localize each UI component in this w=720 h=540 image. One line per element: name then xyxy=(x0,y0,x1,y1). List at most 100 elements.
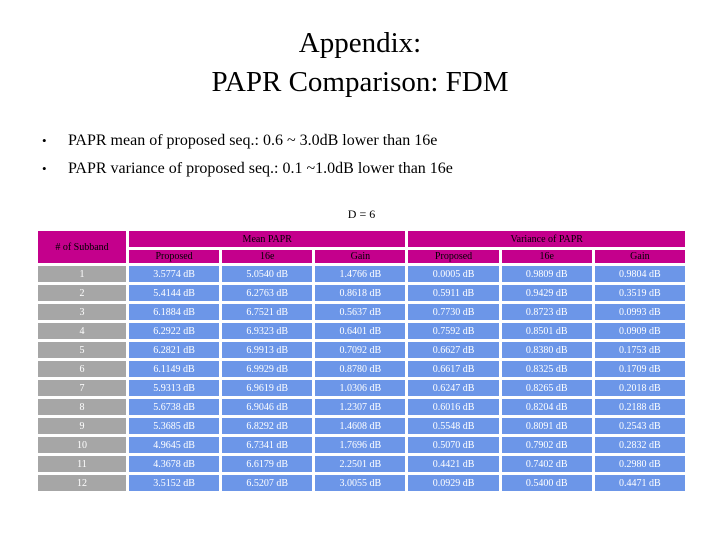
value-cell: 6.9619 dB xyxy=(222,380,313,396)
value-cell: 0.9804 dB xyxy=(594,266,685,282)
group-header-row: # of Subband Mean PAPR Variance of PAPR xyxy=(38,231,685,263)
table-body: 1 3.5774 dB 5.0540 dB 1.4766 dB 0.0005 dB 0.9… xyxy=(38,266,685,491)
value-cell: 6.7521 dB xyxy=(222,304,313,320)
value-cell: 1.2307 dB xyxy=(315,399,406,415)
value-cell: 0.1709 dB xyxy=(594,361,685,377)
value-cell: 0.6617 dB xyxy=(408,361,499,377)
bullet-text: PAPR variance of proposed seq.: 0.1 ~1.0… xyxy=(68,160,453,177)
value-cell: 0.7402 dB xyxy=(501,456,592,472)
value-cell: 3.5152 dB xyxy=(129,475,220,491)
value-cell: 6.9929 dB xyxy=(222,361,313,377)
value-cell: 1.7696 dB xyxy=(315,437,406,453)
value-cell: 0.8091 dB xyxy=(501,418,592,434)
sub-header-cell: Gain xyxy=(594,250,685,263)
value-cell: 0.7592 dB xyxy=(408,323,499,339)
subband-cell: 3 xyxy=(38,304,126,320)
value-cell: 0.7092 dB xyxy=(315,342,406,358)
page-title-line1: Appendix: xyxy=(298,27,422,59)
table-row: 3 6.1884 dB 6.7521 dB 0.5637 dB 0.7730 dB 0.8… xyxy=(38,304,685,320)
value-cell: 6.9046 dB xyxy=(222,399,313,415)
bullet-list: • PAPR mean of proposed seq.: 0.6 ~ 3.0dB… xyxy=(42,131,682,187)
value-cell: 6.2821 dB xyxy=(129,342,220,358)
value-cell: 6.7341 dB xyxy=(222,437,313,453)
value-cell: 6.6179 dB xyxy=(222,456,313,472)
value-cell: 0.8780 dB xyxy=(315,361,406,377)
value-cell: 1.0306 dB xyxy=(315,380,406,396)
subband-cell: 4 xyxy=(38,323,126,339)
bullet-item: • PAPR variance of proposed seq.: 0.1 ~1.… xyxy=(42,159,682,178)
page-title: Appendix: PAPR Comparison: FDM xyxy=(0,24,720,102)
value-cell: 0.2832 dB xyxy=(594,437,685,453)
value-cell: 0.1753 dB xyxy=(594,342,685,358)
subband-cell: 5 xyxy=(38,342,126,358)
page-title-line2: PAPR Comparison: FDM xyxy=(211,66,509,98)
table-row: 10 4.9645 dB 6.7341 dB 1.7696 dB 0.5070 dB 0.… xyxy=(38,437,685,453)
value-cell: 3.0055 dB xyxy=(315,475,406,491)
value-cell: 0.7730 dB xyxy=(408,304,499,320)
group-header-variance-papr: Variance of PAPR xyxy=(408,231,685,247)
value-cell: 0.4421 dB xyxy=(408,456,499,472)
value-cell: 0.0005 dB xyxy=(408,266,499,282)
value-cell: 0.5548 dB xyxy=(408,418,499,434)
subband-cell: 2 xyxy=(38,285,126,301)
value-cell: 6.5207 dB xyxy=(222,475,313,491)
table-row: 9 5.3685 dB 6.8292 dB 1.4608 dB 0.5548 dB 0.8… xyxy=(38,418,685,434)
value-cell: 0.8501 dB xyxy=(501,323,592,339)
subband-cell: 9 xyxy=(38,418,126,434)
table-caption: D = 6 xyxy=(347,207,376,221)
bullet-icon: • xyxy=(42,133,47,148)
value-cell: 0.8325 dB xyxy=(501,361,592,377)
table-row: 4 6.2922 dB 6.9323 dB 0.6401 dB 0.7592 dB 0.8… xyxy=(38,323,685,339)
value-cell: 0.8380 dB xyxy=(501,342,592,358)
table-row: 1 3.5774 dB 5.0540 dB 1.4766 dB 0.0005 dB 0.9… xyxy=(38,266,685,282)
value-cell: 0.8204 dB xyxy=(501,399,592,415)
value-cell: 4.3678 dB xyxy=(129,456,220,472)
value-cell: 5.6738 dB xyxy=(129,399,220,415)
bullet-item: • PAPR mean of proposed seq.: 0.6 ~ 3.0dB… xyxy=(42,131,682,150)
table-row: 2 5.4144 dB 6.2763 dB 0.8618 dB 0.5911 dB 0.9… xyxy=(38,285,685,301)
value-cell: 6.9913 dB xyxy=(222,342,313,358)
value-cell: 0.2980 dB xyxy=(594,456,685,472)
bullet-text: PAPR mean of proposed seq.: 0.6 ~ 3.0dB … xyxy=(68,132,438,149)
value-cell: 0.0909 dB xyxy=(594,323,685,339)
value-cell: 0.0993 dB xyxy=(594,304,685,320)
value-cell: 0.6016 dB xyxy=(408,399,499,415)
table-row: 5 6.2821 dB 6.9913 dB 0.7092 dB 0.6627 dB 0.8… xyxy=(38,342,685,358)
subband-cell: 8 xyxy=(38,399,126,415)
value-cell: 6.1884 dB xyxy=(129,304,220,320)
value-cell: 3.5774 dB xyxy=(129,266,220,282)
sub-header-cell: 16e xyxy=(501,250,592,263)
value-cell: 0.3519 dB xyxy=(594,285,685,301)
value-cell: 6.2922 dB xyxy=(129,323,220,339)
value-cell: 0.4471 dB xyxy=(594,475,685,491)
subband-cell: 10 xyxy=(38,437,126,453)
subband-cell: 1 xyxy=(38,266,126,282)
subband-cell: 12 xyxy=(38,475,126,491)
subband-cell: 6 xyxy=(38,361,126,377)
table-row: 8 5.6738 dB 6.9046 dB 1.2307 dB 0.6016 dB 0.8… xyxy=(38,399,685,415)
sub-header-cell: Proposed xyxy=(129,250,220,263)
sub-header-cell: Gain xyxy=(315,250,406,263)
value-cell: 6.9323 dB xyxy=(222,323,313,339)
subband-cell: 11 xyxy=(38,456,126,472)
value-cell: 5.4144 dB xyxy=(129,285,220,301)
table-row: 7 5.9313 dB 6.9619 dB 1.0306 dB 0.6247 dB 0.8… xyxy=(38,380,685,396)
value-cell: 0.8723 dB xyxy=(501,304,592,320)
value-cell: 2.2501 dB xyxy=(315,456,406,472)
sub-header-cell: Proposed xyxy=(408,250,499,263)
sub-header-cell: 16e xyxy=(222,250,313,263)
value-cell: 0.2018 dB xyxy=(594,380,685,396)
value-cell: 5.3685 dB xyxy=(129,418,220,434)
value-cell: 6.8292 dB xyxy=(222,418,313,434)
value-cell: 0.7902 dB xyxy=(501,437,592,453)
value-cell: 0.5637 dB xyxy=(315,304,406,320)
bullet-icon: • xyxy=(42,161,47,176)
value-cell: 0.9429 dB xyxy=(501,285,592,301)
value-cell: 0.5911 dB xyxy=(408,285,499,301)
value-cell: 0.6401 dB xyxy=(315,323,406,339)
papr-table: # of Subband Mean PAPR Variance of PAPR … xyxy=(35,228,688,494)
table-row: 11 4.3678 dB 6.6179 dB 2.2501 dB 0.4421 dB 0.… xyxy=(38,456,685,472)
value-cell: 1.4608 dB xyxy=(315,418,406,434)
value-cell: 0.2188 dB xyxy=(594,399,685,415)
